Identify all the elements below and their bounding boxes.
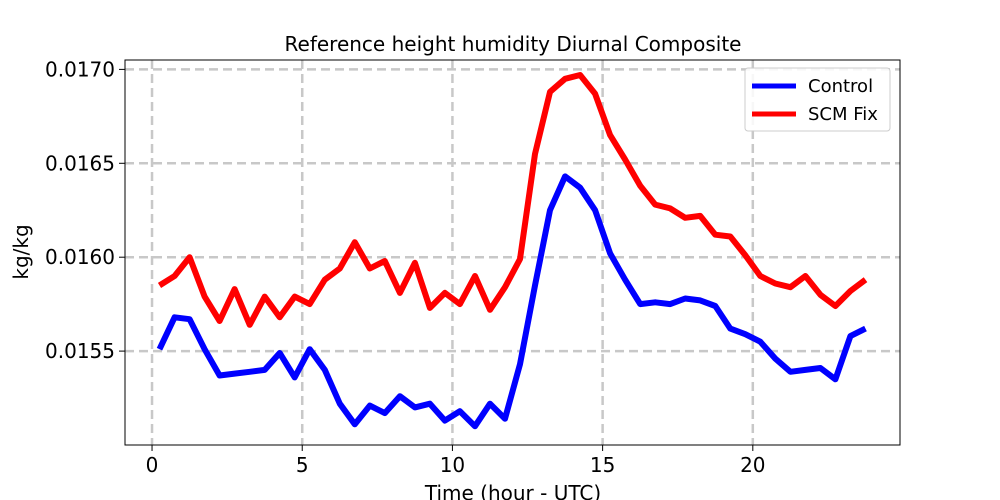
- series-line-control: [156, 173, 867, 430]
- y-tick-label: 0.0165: [45, 151, 115, 175]
- x-tick-label: 5: [296, 453, 309, 477]
- x-tick-label: 15: [590, 453, 615, 477]
- axis-ticks: 0 5 10 15 20 0.0155 0.0160 0.0165 0.0170: [45, 57, 766, 477]
- x-tick-label: 0: [146, 453, 159, 477]
- y-tick-label: 0.0155: [45, 339, 115, 363]
- legend-label-scm-fix: SCM Fix: [808, 104, 878, 125]
- x-axis-label: Time (hour - UTC): [424, 481, 601, 500]
- plot-frame: [124, 59, 901, 446]
- legend-label-control: Control: [808, 76, 873, 97]
- y-axis-label: kg/kg: [9, 224, 33, 279]
- legend: Control SCM Fix: [744, 67, 891, 132]
- x-tick-label: 20: [740, 453, 765, 477]
- y-tick-label: 0.0170: [45, 57, 115, 81]
- y-tick-label: 0.0160: [45, 245, 115, 269]
- series-lines: [156, 72, 868, 430]
- x-tick-label: 10: [440, 453, 465, 477]
- series-line-scm-fix: [157, 72, 868, 328]
- chart-title: Reference height humidity Diurnal Compos…: [285, 32, 742, 56]
